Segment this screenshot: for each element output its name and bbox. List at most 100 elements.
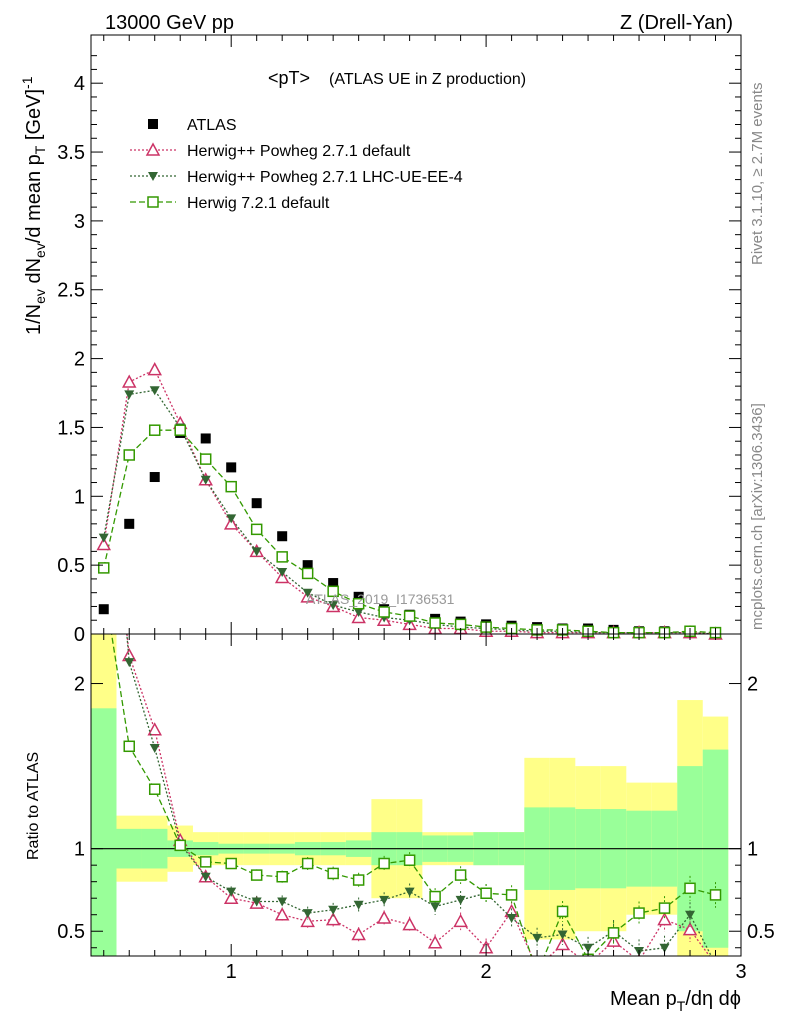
- herwig7-point: [199, 453, 212, 465]
- herwig7-ratio-point: [276, 870, 288, 883]
- herwig7-ratio-point: [378, 857, 390, 870]
- ratio-frame: [90, 633, 742, 957]
- y-axis-title: 1/Nev dNev/d mean pT [GeV]-1: [19, 76, 48, 335]
- y-tick-label: 1: [74, 486, 85, 508]
- powheg-default-point: [274, 569, 290, 584]
- powheg-default-ratio-point: [427, 935, 443, 949]
- ATLAS-point: [277, 531, 288, 542]
- powheg-lhc-ue-point: [200, 475, 211, 485]
- y-tick-label: 4: [74, 73, 85, 95]
- powheg-lhc-ue-point: [353, 607, 364, 617]
- herwig7-ratio-point: [454, 869, 467, 881]
- ratio-tick-label: 1: [74, 839, 85, 861]
- powheg-lhc-ue-ratio-point: [659, 943, 670, 953]
- y-tick-label: 0.5: [57, 555, 85, 577]
- powheg-lhc-ue-point: [98, 533, 109, 543]
- svg-text:Mean pT/dη dϕ: Mean pT/dη dϕ: [610, 988, 741, 1014]
- ratio-y-title: Ratio to ATLAS: [25, 752, 42, 860]
- powheg-lhc-ue-point: [277, 568, 288, 578]
- x-axis-title: Mean pT/dη dϕ: [610, 988, 741, 1014]
- herwig7-ratio-point: [429, 890, 441, 903]
- herwig7-ratio-point: [633, 907, 645, 919]
- mcplots-label: mcplots.cern.ch [arXiv:1306.3436]: [749, 403, 766, 630]
- powheg-default-ratio-point: [147, 722, 162, 736]
- herwig7-ratio-point: [327, 867, 339, 880]
- y-tick-label: 3: [74, 211, 85, 233]
- herwig7-point: [352, 597, 365, 610]
- ATLAS-point: [124, 518, 135, 529]
- y-tick-label: 3.5: [57, 142, 85, 164]
- powheg-default-legend-label: Herwig++ Powheg 2.7.1 default: [187, 143, 411, 160]
- herwig7-ratio-point: [199, 856, 212, 868]
- ATLAS-legend-marker: [148, 119, 158, 129]
- ratio-tick-label: 0.5: [57, 921, 85, 943]
- powheg-default-point: [223, 516, 239, 530]
- powheg-lhc-ue-ratio-point: [506, 914, 517, 924]
- y-tick-label: 2.5: [57, 280, 85, 302]
- x-tick-label: 3: [735, 961, 746, 983]
- herwig7-point: [454, 618, 467, 631]
- herwig7-ratio-point: [607, 927, 620, 939]
- y-tick-label: 2: [74, 349, 85, 371]
- powheg-lhc-ue-ratio-point: [124, 658, 135, 668]
- herwig7-ratio-point: [658, 902, 671, 914]
- powheg-default-ratio-point: [325, 912, 341, 926]
- powheg-lhc-ue-ratio-point: [685, 910, 696, 920]
- powheg-lhc-ue-ratio-point: [404, 887, 415, 897]
- herwig7-ratio-point: [505, 889, 518, 901]
- ATLAS-point: [302, 560, 313, 571]
- herwig7-ratio-point: [684, 882, 696, 895]
- ATLAS-point: [200, 433, 211, 444]
- ATLAS-point: [226, 462, 237, 473]
- herwig7-ratio-point: [301, 857, 314, 870]
- y-tick-label: 0: [74, 624, 85, 646]
- powheg-lhc-ue-point: [328, 601, 339, 611]
- powheg-lhc-ue-ratio-point: [583, 943, 594, 953]
- herwig7-point: [123, 449, 135, 461]
- herwig7-legend-label: Herwig 7.2.1 default: [187, 195, 330, 212]
- powheg-default-point: [351, 609, 366, 624]
- header-left: 13000 GeV pp: [105, 12, 234, 34]
- x-tick-label: 1: [226, 961, 237, 983]
- herwig7-point: [250, 523, 263, 536]
- herwig7-point: [148, 424, 161, 436]
- herwig7-ratio-point: [148, 783, 161, 795]
- watermark: ATLAS_2019_I1736531: [306, 591, 455, 607]
- powheg-lhc-ue-ratio-point: [557, 930, 568, 940]
- powheg-lhc-ue-ratio-point: [251, 897, 262, 907]
- powheg-lhc-ue-legend-label: Herwig++ Powheg 2.7.1 LHC-UE-EE-4: [187, 169, 463, 186]
- header-right: Z (Drell-Yan): [620, 12, 733, 34]
- powheg-default-point: [121, 374, 137, 388]
- y-tick-label: 1.5: [57, 417, 85, 439]
- ratio-tick-label: 2: [74, 674, 85, 696]
- herwig7-point: [327, 585, 339, 598]
- powheg-lhc-ue-point: [124, 390, 135, 400]
- powheg-lhc-ue-ratio-point: [302, 909, 313, 919]
- powheg-lhc-ue-point: [226, 514, 237, 524]
- herwig7-ratio-point: [403, 854, 416, 866]
- powheg-lhc-ue-ratio-point: [532, 933, 543, 943]
- powheg-default-ratio-point: [657, 912, 672, 926]
- powheg-lhc-ue-ratio-point: [226, 887, 237, 897]
- rivet-label: Rivet 3.1.10, ≥ 2.7M events: [749, 83, 766, 266]
- powheg-default-ratio-point: [402, 917, 417, 931]
- powheg-default-ratio-point: [300, 913, 315, 928]
- ATLAS-point: [353, 591, 364, 602]
- herwig7-ratio-point: [174, 839, 186, 852]
- powheg-default-point: [147, 362, 162, 376]
- powheg-default-legend-marker: [145, 142, 161, 156]
- ATLAS-point: [251, 498, 262, 509]
- herwig7-point: [276, 551, 288, 563]
- herwig7-point: [301, 567, 314, 580]
- herwig7-ratio-point: [250, 869, 263, 881]
- herwig7-point: [225, 480, 237, 493]
- powheg-default-ratio-point: [376, 910, 392, 924]
- herwig7-point: [174, 424, 186, 436]
- ATLAS-point: [328, 578, 339, 589]
- ATLAS-legend-label: ATLAS: [187, 117, 237, 134]
- herwig7-legend-marker: [147, 196, 159, 208]
- powheg-default-ratio-point: [351, 926, 366, 941]
- powheg-lhc-ue-ratio-point: [328, 905, 339, 915]
- powheg-default-ratio-point: [453, 913, 468, 928]
- powheg-lhc-ue-ratio-point: [200, 872, 211, 882]
